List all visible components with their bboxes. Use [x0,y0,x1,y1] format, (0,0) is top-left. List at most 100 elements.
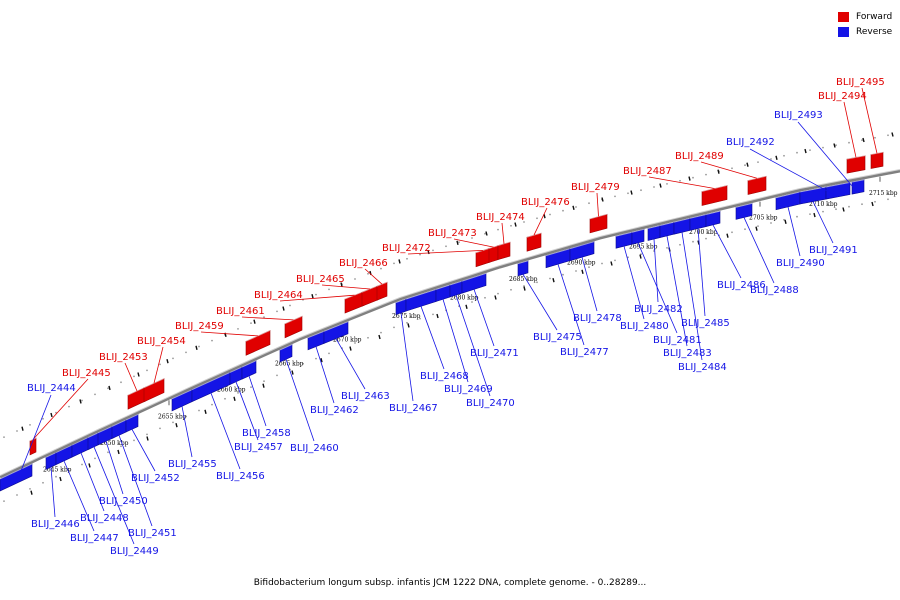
backbone-highlight [0,169,900,476]
label-BLIJ_2471: BLIJ_2471 [470,348,519,359]
leader-BLIJ_2483 [666,235,688,347]
gene-BLIJ_2468-edge [405,289,437,300]
track-dot [809,149,811,152]
track-dot [276,310,278,313]
track-mark [398,259,401,264]
track-mark [253,319,256,324]
track-mark [233,396,236,401]
leader-BLIJ_2454 [153,346,164,384]
legend-label-reverse: Reverse [856,26,893,37]
leader-BLIJ_2455 [181,406,193,458]
leader-BLIJ_2479 [596,192,599,217]
gene-BLIJ_2467-edge [395,298,407,303]
track-dot [250,322,252,324]
track-dot [107,387,109,390]
gene-BLIJ_2447-edge [55,444,73,454]
gene-BLIJ_2495 [870,151,884,169]
gene-BLIJ_2492-edge [825,182,851,188]
tick-label-2680-kbp: 2680 kbp [450,295,479,302]
track-dot [679,243,681,246]
track-dot [848,205,850,208]
track-dot [237,328,239,330]
track-mark [543,214,546,219]
leader-BLIJ_2464 [279,294,355,302]
tick-label-2690-kbp: 2690 kbp [567,259,596,266]
leader-BLIJ_2468 [420,306,445,370]
track-dot [458,241,460,244]
track-dot [42,417,44,420]
gene-BLIJ_2461-edge [284,315,303,325]
track-dot [211,339,213,342]
label-BLIJ_2455: BLIJ_2455 [168,459,217,470]
leader-BLIJ_2449 [93,446,135,545]
backbone-line [0,169,900,479]
gene-BLIJ_2462-edge [307,331,325,339]
label-BLIJ_2495: BLIJ_2495 [836,77,885,88]
leader-BLIJ_2459 [200,331,259,337]
gene-BLIJ_2489-edge [747,175,767,181]
track-dots [3,132,894,502]
track-dot [861,139,863,142]
track-mark [282,306,285,311]
track-dot [29,424,31,426]
gene-BLIJ_2457-edge [229,366,243,373]
track-dot [510,224,512,227]
track-dot [3,436,5,438]
leader-BLIJ_2456 [210,392,241,470]
track-dot [354,278,356,280]
track-dot [211,403,213,406]
track-mark [291,370,294,375]
label-BLIJ_2459: BLIJ_2459 [175,321,224,332]
track-dot [367,336,369,339]
gene-BLIJ_2486-edge [705,210,721,215]
track-mark [494,295,497,300]
tick-label-2675-kbp: 2675 kbp [392,313,421,320]
track-mark [50,412,53,418]
reverse-swatch [838,26,849,37]
track-dot [731,167,733,170]
label-BLIJ_2456: BLIJ_2456 [216,471,265,482]
track-dot [705,173,707,176]
gene-BLIJ_2459 [245,330,271,356]
track-dot [822,210,824,213]
tick-label-2715-kbp: 2715 kbp [869,190,898,197]
label-BLIJ_2447: BLIJ_2447 [70,533,119,544]
track-dot [406,321,408,324]
track-dot [731,231,733,234]
gene-BLIJ_2478-edge [569,241,595,250]
gene-BLIJ_2483-edge [659,221,675,226]
leader-BLIJ_2462 [315,346,335,404]
track-dot [887,134,889,137]
track-dot [16,494,18,496]
gene-BLIJ_2482-edge [647,225,661,229]
track-mark [21,426,24,431]
gene-BLIJ_2485-edge [689,214,707,219]
leader-BLIJ_2488 [743,217,775,284]
track-dot [796,151,798,154]
kbp-ticks: 2645 kbp 2650 kbp 2655 kbp 2660 kbp 2665 kbp… [43,176,898,474]
track-dot [497,228,499,231]
track-dot [432,249,434,252]
label-BLIJ_2491: BLIJ_2491 [809,245,858,256]
leader-BLIJ_2447 [63,460,95,532]
leader-BLIJ_2474 [501,222,505,244]
label-BLIJ_2485: BLIJ_2485 [681,318,730,329]
track-dot [237,392,239,394]
track-mark [871,201,874,207]
track-dot [81,399,83,402]
leader-BLIJ_2466 [364,268,383,285]
track-dot [679,179,681,182]
gene-BLIJ_2479-edge [589,213,608,220]
track-mark [195,345,198,350]
gene-BLIJ_2490-edge [775,191,801,199]
track-mark [456,240,459,245]
label-BLIJ_2468: BLIJ_2468 [420,371,469,382]
leader-BLIJ_2445 [32,378,89,440]
label-BLIJ_2487: BLIJ_2487 [623,166,672,177]
leader-BLIJ_2490 [787,206,801,257]
track-mark [79,399,82,404]
leader-BLIJ_2485 [697,228,706,317]
track-mark [349,346,352,351]
track-dot [146,433,148,436]
track-dot [367,272,369,275]
